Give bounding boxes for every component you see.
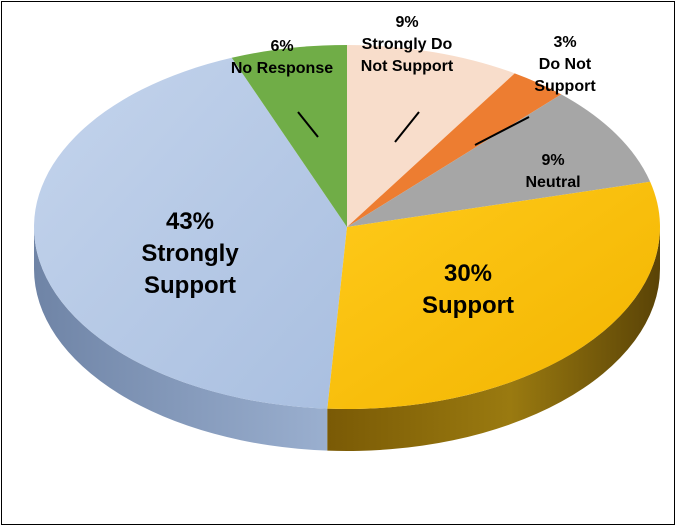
pie-slice-no-response [231,45,347,227]
leader-line-do-not-support [474,116,530,146]
slice-label-no-response: 6% No Response [231,38,333,77]
pie-slice-do-not-support [347,73,562,227]
pie-side-strongly-support [34,227,328,451]
leader-line-no-response [297,111,319,138]
slice-label-neutral: 9% Neutral [525,152,580,191]
pie-slice-strongly-support [33,57,347,409]
slice-label-do-not-support: 3% Do Not Support [534,34,596,95]
leader-line-strongly-do-not-support [394,111,420,143]
pie-slice-strongly-do-not-support [347,45,515,227]
slice-label-strongly-support: 43% Strongly Support [141,208,239,299]
slice-label-support: 30% Support [422,260,514,319]
pie-slice-neutral [347,94,651,227]
pie-slice-support [327,181,660,410]
pie-side-support [327,227,660,451]
slice-label-strongly-do-not-support: 9% Strongly Do Not Support [361,14,454,75]
